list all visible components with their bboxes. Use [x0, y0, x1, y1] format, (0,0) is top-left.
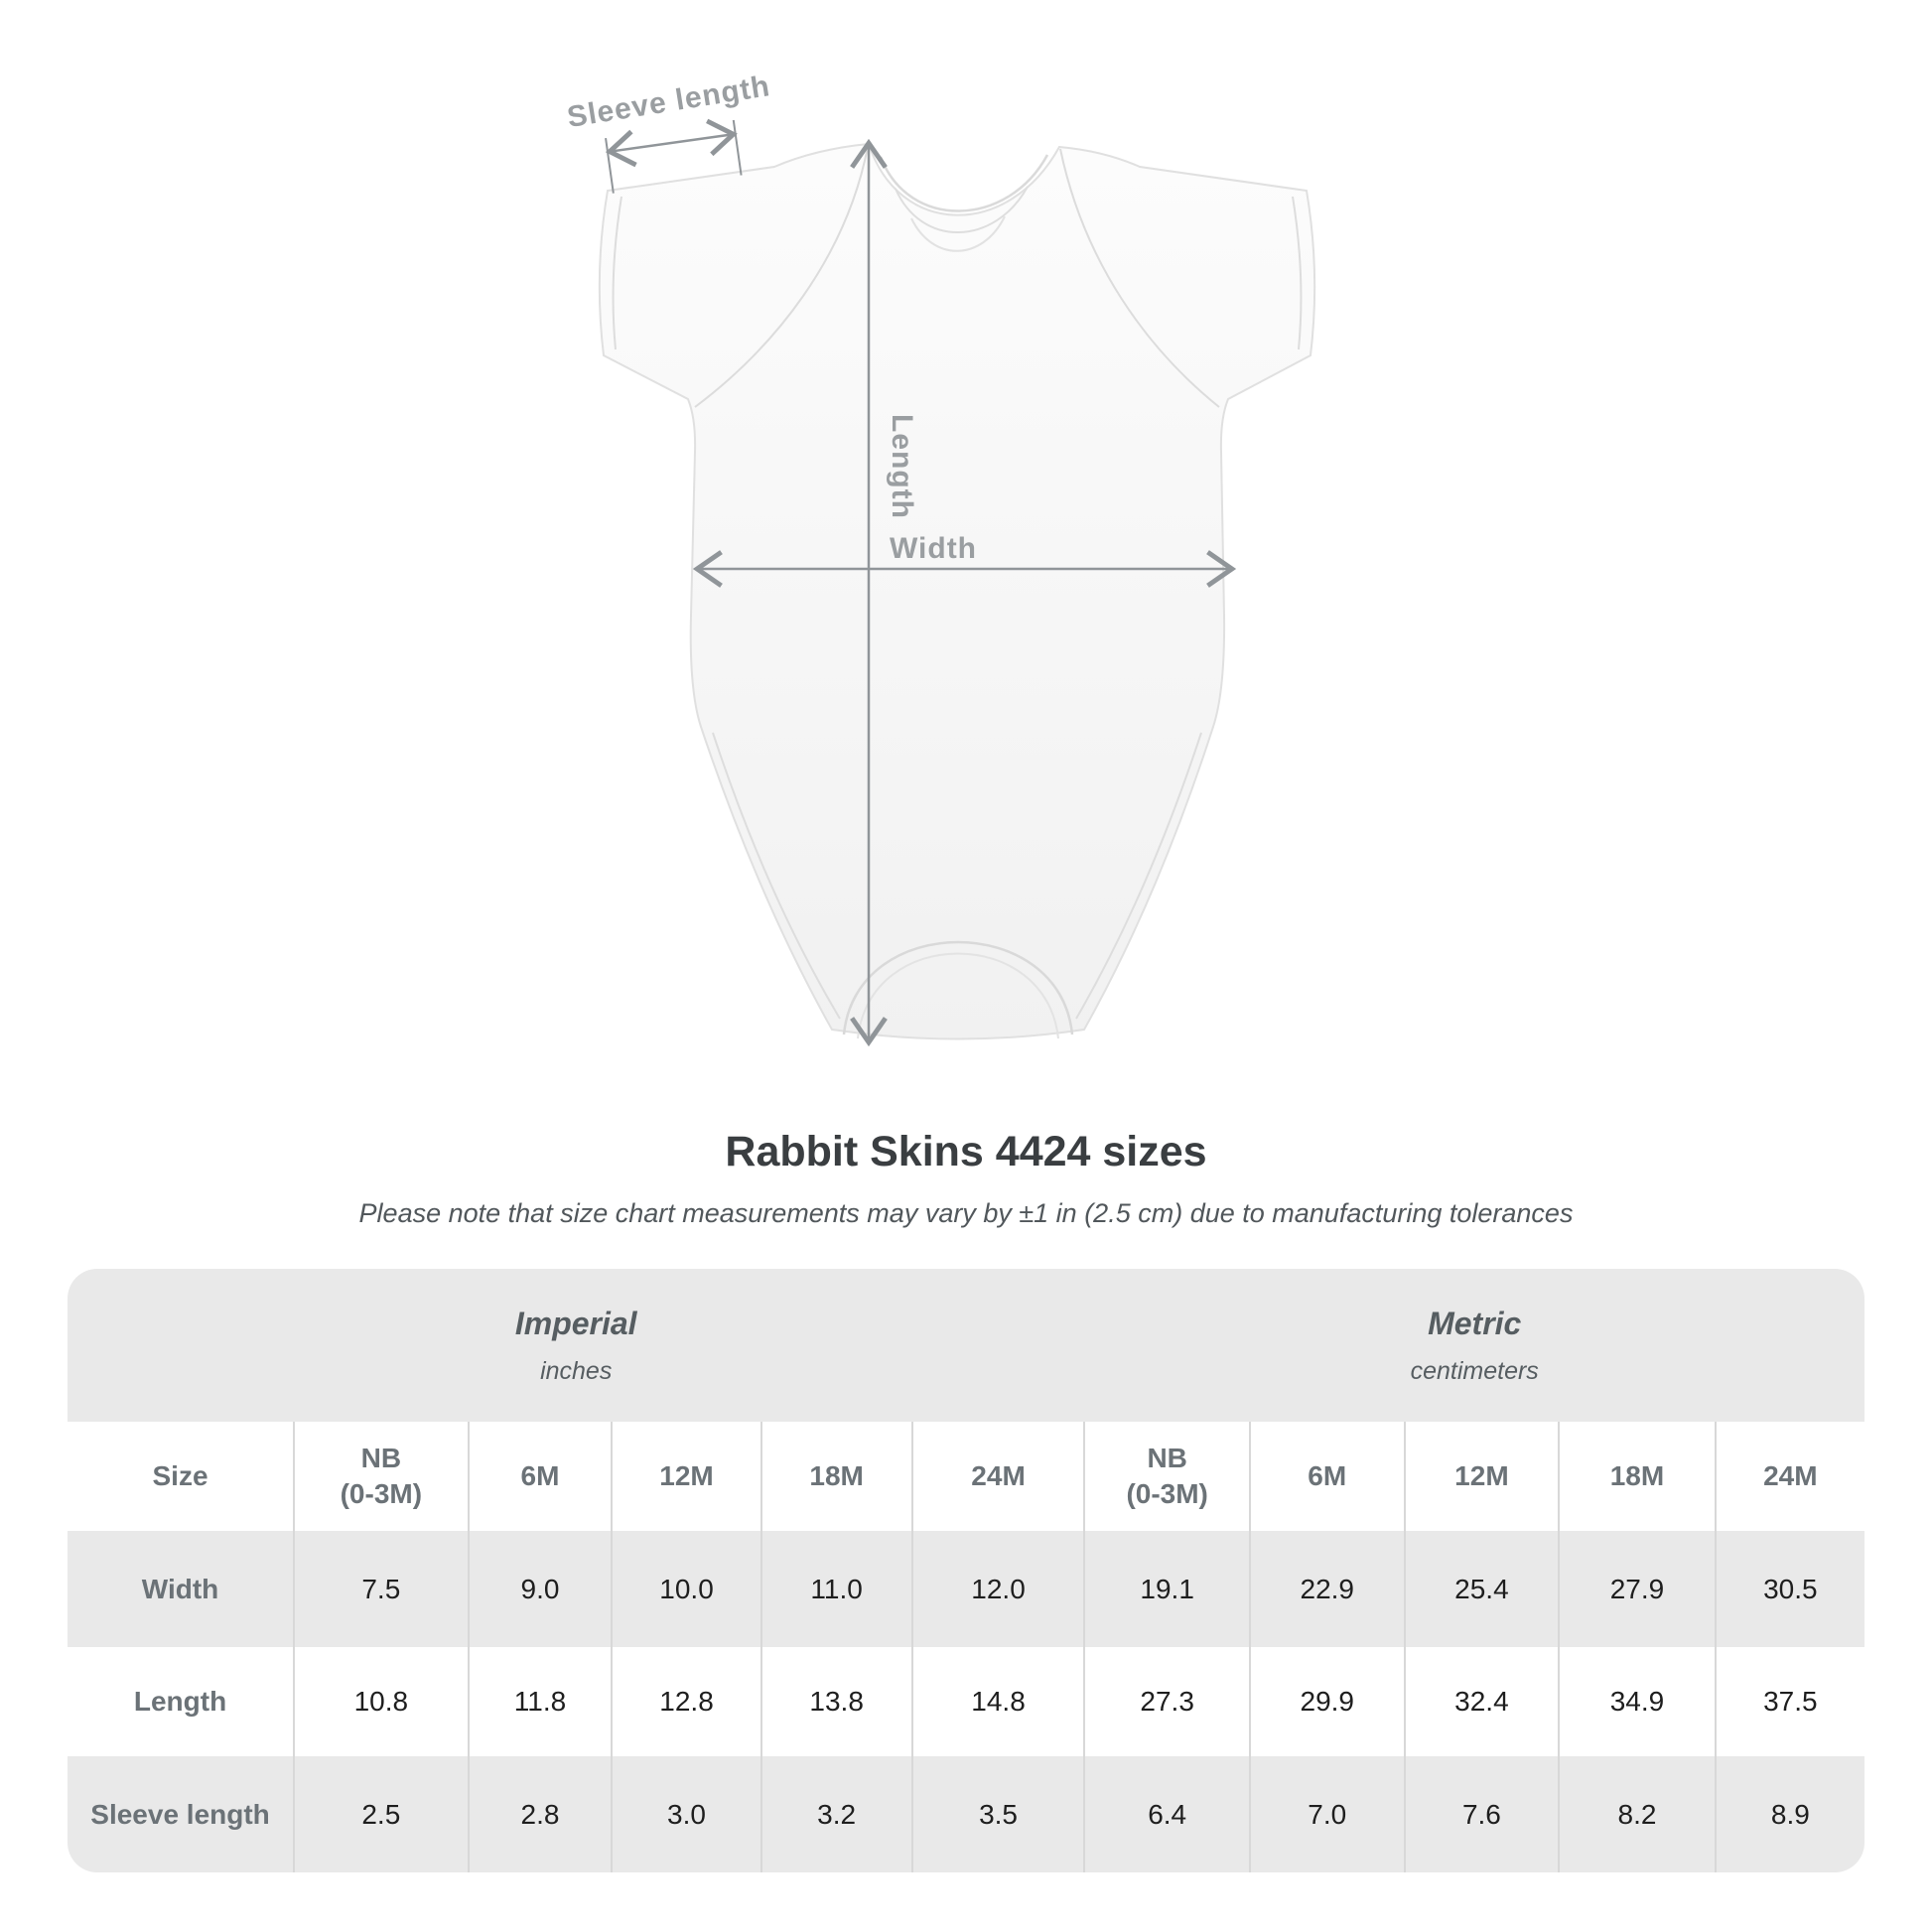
- sleeve-hem: [1292, 196, 1303, 350]
- length-value: 10.8: [293, 1647, 469, 1756]
- col-header-imperial-nb: NB (0-3M): [293, 1422, 469, 1531]
- collar-seam: [910, 215, 1006, 252]
- size-table-container: Imperial inches Metric centimeters Size …: [68, 1269, 1864, 1872]
- col-header-imperial-12m: 12M: [611, 1422, 761, 1531]
- length-value: 14.8: [910, 1647, 1085, 1756]
- size-table: Imperial inches Metric centimeters Size …: [68, 1269, 1864, 1872]
- sleeve-value: 2.8: [467, 1756, 613, 1872]
- width-value: 10.0: [611, 1531, 761, 1647]
- onesie-size-diagram: Sleeve length Length Width: [565, 69, 1316, 1047]
- width-label: Width: [890, 532, 977, 565]
- width-value: 30.5: [1714, 1531, 1864, 1647]
- leg-binding: [712, 732, 841, 1020]
- length-value: 27.3: [1083, 1647, 1250, 1756]
- length-row-label: Length: [68, 1647, 295, 1756]
- sleeve-value: 3.2: [759, 1756, 912, 1872]
- width-value: 11.0: [759, 1531, 912, 1647]
- sleeve-value: 7.6: [1403, 1756, 1560, 1872]
- sleeve-row-label: Sleeve length: [68, 1756, 295, 1872]
- sleeve-value: 6.4: [1083, 1756, 1250, 1872]
- metric-unit: centimeters: [1410, 1356, 1539, 1385]
- metric-label: Metric: [1428, 1305, 1522, 1341]
- width-value: 22.9: [1248, 1531, 1405, 1647]
- sleeve-hem: [612, 196, 622, 350]
- col-header-metric-12m: 12M: [1403, 1422, 1560, 1531]
- length-value: 12.8: [611, 1647, 761, 1756]
- collar-seam: [895, 186, 1029, 233]
- imperial-group-header: Imperial inches: [68, 1269, 1085, 1422]
- collar-seam: [879, 154, 1049, 212]
- unit-group-row: Imperial inches Metric centimeters: [68, 1269, 1864, 1422]
- width-value: 25.4: [1403, 1531, 1560, 1647]
- length-value: 37.5: [1714, 1647, 1864, 1756]
- sleeve-length-label: Sleeve length: [565, 69, 772, 134]
- col-header-metric-nb: NB (0-3M): [1083, 1422, 1250, 1531]
- sleeve-value: 8.2: [1558, 1756, 1716, 1872]
- sleeve-value: 7.0: [1248, 1756, 1405, 1872]
- metric-group-header: Metric centimeters: [1084, 1269, 1864, 1422]
- imperial-unit: inches: [540, 1356, 613, 1385]
- onesie-illustration: [598, 142, 1316, 1040]
- sleeve-value: 8.9: [1714, 1756, 1864, 1872]
- width-value: 27.9: [1558, 1531, 1716, 1647]
- col-header-metric-24m: 24M: [1714, 1422, 1864, 1531]
- width-value: 19.1: [1083, 1531, 1250, 1647]
- page-title: Rabbit Skins 4424 sizes: [725, 1128, 1207, 1175]
- col-header-metric-18m: 18M: [1558, 1422, 1716, 1531]
- width-value: 9.0: [467, 1531, 613, 1647]
- imperial-label: Imperial: [514, 1305, 637, 1341]
- width-row: Width 7.5 9.0 10.0 11.0 12.0 19.1 22.9 2…: [68, 1531, 1864, 1647]
- sleeve-value: 3.5: [910, 1756, 1085, 1872]
- length-label: Length: [886, 414, 918, 519]
- sleeve-length-arrow: [605, 118, 743, 194]
- sleeve-value: 2.5: [293, 1756, 469, 1872]
- sleeve-value: 3.0: [611, 1756, 761, 1872]
- width-value: 7.5: [293, 1531, 469, 1647]
- length-value: 29.9: [1248, 1647, 1405, 1756]
- length-value: 13.8: [759, 1647, 912, 1756]
- length-row: Length 10.8 11.8 12.8 13.8 14.8 27.3 29.…: [68, 1647, 1864, 1756]
- col-header-imperial-6m: 6M: [467, 1422, 613, 1531]
- length-value: 11.8: [467, 1647, 613, 1756]
- col-header-metric-6m: 6M: [1248, 1422, 1405, 1531]
- col-header-imperial-24m: 24M: [910, 1422, 1085, 1531]
- leg-binding: [1075, 732, 1202, 1020]
- sleeve-length-row: Sleeve length 2.5 2.8 3.0 3.2 3.5 6.4 7.…: [68, 1756, 1864, 1872]
- measurement-arrows: [605, 118, 1237, 1047]
- size-header-row: Size NB (0-3M) 6M 12M 18M 24M NB (0-3M) …: [68, 1422, 1864, 1531]
- length-value: 34.9: [1558, 1647, 1716, 1756]
- width-value: 12.0: [910, 1531, 1085, 1647]
- size-column-header: Size: [68, 1422, 295, 1531]
- length-value: 32.4: [1403, 1647, 1560, 1756]
- shoulder-seam: [1059, 148, 1220, 408]
- col-header-imperial-18m: 18M: [759, 1422, 912, 1531]
- tolerance-note: Please note that size chart measurements…: [358, 1198, 1574, 1228]
- width-row-label: Width: [68, 1531, 295, 1647]
